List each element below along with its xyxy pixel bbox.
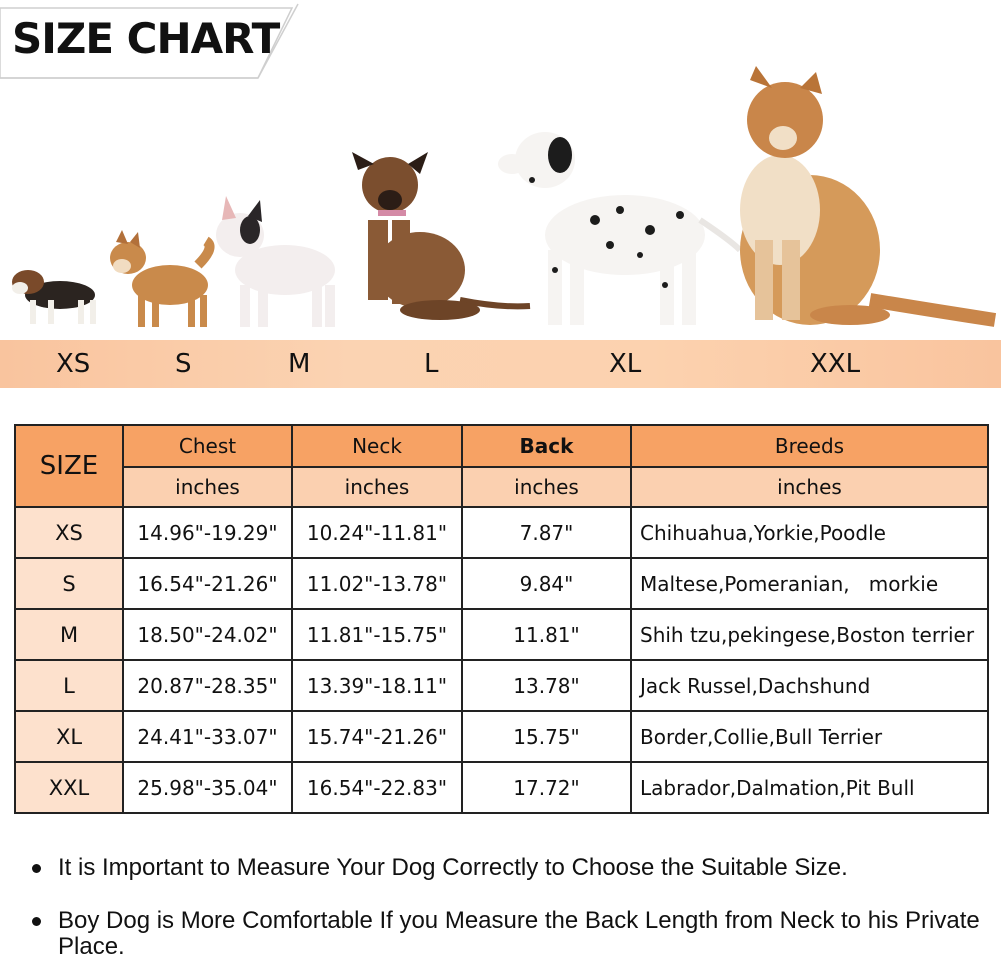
- neck-cell: 11.02"-13.78": [291, 557, 463, 610]
- chest-cell: 14.96"-19.29": [122, 506, 293, 559]
- back-column-header: Back: [461, 424, 632, 468]
- size-table: SIZE Chest Neck Back Breeds inches inche…: [14, 424, 989, 814]
- breeds-cell: Labrador,Dalmation,Pit Bull: [630, 761, 989, 814]
- neck-cell: 10.24"-11.81": [291, 506, 463, 559]
- back-cell: 7.87": [461, 506, 632, 559]
- breeds-column-header: Breeds: [630, 424, 989, 468]
- size-cell: S: [14, 557, 124, 610]
- note-item: It is Important to Measure Your Dog Corr…: [28, 855, 848, 881]
- chest-cell: 20.87"-28.35": [122, 659, 293, 712]
- chest-cell: 18.50"-24.02": [122, 608, 293, 661]
- neck-cell: 11.81"-15.75": [291, 608, 463, 661]
- neck-cell: 15.74"-21.26": [291, 710, 463, 763]
- chest-cell: 16.54"-21.26": [122, 557, 293, 610]
- size-cell: XL: [14, 710, 124, 763]
- neck-cell: 13.39"-18.11": [291, 659, 463, 712]
- dogs-illustration: [12, 66, 997, 327]
- breeds-unit: inches: [630, 466, 989, 508]
- band-size-xs: XS: [56, 349, 91, 379]
- breeds-cell: Maltese,Pomeranian, morkie: [630, 557, 989, 610]
- table-row: S 16.54"-21.26" 11.02"-13.78" 9.84" Malt…: [14, 557, 989, 610]
- back-cell: 15.75": [461, 710, 632, 763]
- neck-cell: 16.54"-22.83": [291, 761, 463, 814]
- back-cell: 17.72": [461, 761, 632, 814]
- band-size-xxl: XXL: [810, 349, 861, 379]
- note-item: Boy Dog is More Comfortable If you Measu…: [28, 908, 988, 960]
- chest-cell: 25.98"-35.04": [122, 761, 293, 814]
- dog-l-image: [352, 152, 531, 320]
- dog-xl-image: [498, 132, 743, 325]
- breeds-cell: Shih tzu,pekingese,Boston terrier: [630, 608, 989, 661]
- size-band: [0, 340, 1001, 388]
- band-size-xl: XL: [609, 349, 642, 379]
- dog-m-image: [216, 196, 335, 327]
- bullet-icon: [32, 917, 41, 926]
- band-size-m: M: [288, 349, 311, 379]
- table-row: XS 14.96"-19.29" 10.24"-11.81" 7.87" Chi…: [14, 506, 989, 559]
- title-banner-shape: [0, 3, 299, 79]
- size-cell: XS: [14, 506, 124, 559]
- bullet-icon: [32, 864, 41, 873]
- size-cell: L: [14, 659, 124, 712]
- back-cell: 11.81": [461, 608, 632, 661]
- chest-unit: inches: [122, 466, 293, 508]
- neck-unit: inches: [291, 466, 463, 508]
- band-size-l: L: [424, 349, 439, 379]
- page-title: SIZE CHART: [12, 14, 280, 63]
- size-cell: M: [14, 608, 124, 661]
- size-column-header: SIZE: [14, 424, 124, 508]
- table-row: M 18.50"-24.02" 11.81"-15.75" 11.81" Shi…: [14, 608, 989, 661]
- dog-s-image: [110, 230, 215, 327]
- table-header-row: SIZE Chest Neck Back Breeds: [14, 424, 989, 508]
- table-row: XL 24.41"-33.07" 15.74"-21.26" 15.75" Bo…: [14, 710, 989, 763]
- note-text: Boy Dog is More Comfortable If you Measu…: [58, 907, 980, 960]
- band-size-s: S: [175, 349, 192, 379]
- chest-cell: 24.41"-33.07": [122, 710, 293, 763]
- back-unit: inches: [461, 466, 632, 508]
- back-cell: 13.78": [461, 659, 632, 712]
- table-row: L 20.87"-28.35" 13.39"-18.11" 13.78" Jac…: [14, 659, 989, 712]
- size-cell: XXL: [14, 761, 124, 814]
- note-text: It is Important to Measure Your Dog Corr…: [58, 854, 848, 881]
- table-row: XXL 25.98"-35.04" 16.54"-22.83" 17.72" L…: [14, 761, 989, 814]
- dog-xs-image: [12, 270, 96, 324]
- back-cell: 9.84": [461, 557, 632, 610]
- breeds-cell: Jack Russel,Dachshund: [630, 659, 989, 712]
- breeds-cell: Chihuahua,Yorkie,Poodle: [630, 506, 989, 559]
- neck-column-header: Neck: [291, 424, 463, 468]
- chest-column-header: Chest: [122, 424, 293, 468]
- breeds-cell: Border,Collie,Bull Terrier: [630, 710, 989, 763]
- table-unit-row: inches inches inches inches: [15, 466, 989, 508]
- dog-xxl-image: [740, 66, 997, 327]
- title-banner: SIZE CHART: [0, 0, 300, 82]
